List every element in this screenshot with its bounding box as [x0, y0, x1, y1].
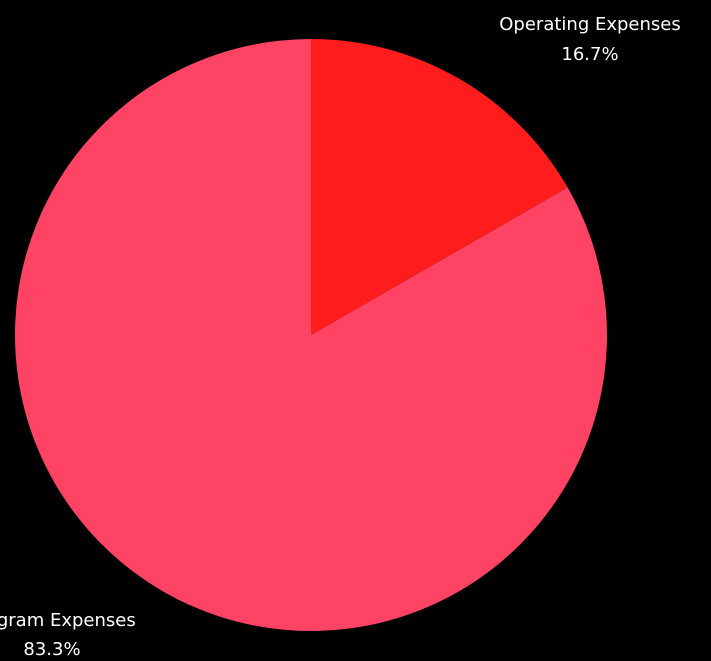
slice-value-operating-expenses: 16.7% — [561, 44, 618, 65]
slice-label-program-expenses: Program Expenses — [0, 610, 136, 631]
pie-labels: Operating Expenses 16.7% Program Expenses 8… — [0, 14, 681, 660]
slice-label-operating-expenses: Operating Expenses — [499, 14, 680, 35]
pie-slice-operating-expenses — [311, 39, 568, 335]
slice-value-program-expenses: 83.3% — [23, 639, 80, 660]
pie-slice-program-expenses — [15, 39, 608, 632]
pie-slices — [15, 39, 608, 632]
